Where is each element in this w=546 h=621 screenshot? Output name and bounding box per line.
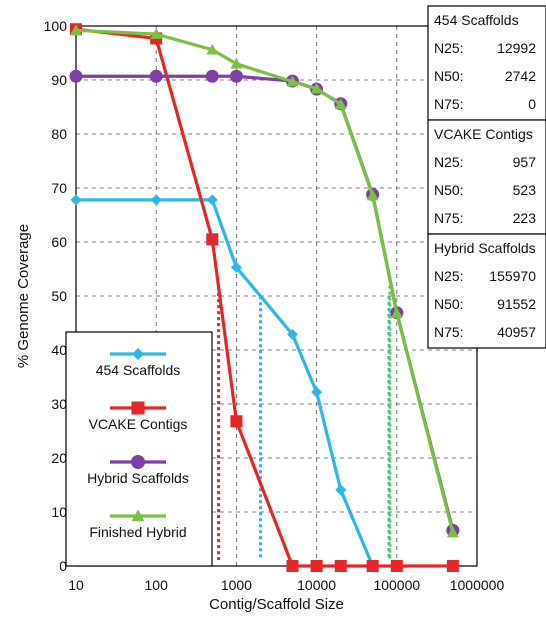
stats-row-label: N50: — [434, 68, 464, 84]
data-point-1-2 — [206, 233, 219, 246]
y-tick-label: 100 — [44, 18, 68, 34]
stats-row-label: N75: — [434, 210, 464, 226]
stats-row-value: 155970 — [489, 268, 536, 284]
y-tick-label: 20 — [51, 450, 67, 466]
legend-entry-3: Finished Hybrid — [89, 509, 187, 540]
stats-row-label: N25: — [434, 40, 464, 56]
y-tick-label: 70 — [51, 180, 67, 196]
series-line-0 — [76, 198, 375, 567]
legend: 454 Scaffolds VCAKE Contigs Hybrid Scaffol… — [65, 331, 213, 567]
data-point-2-3 — [229, 69, 243, 83]
data-point-3-1 — [150, 28, 163, 39]
stats-row-value: 2742 — [505, 68, 536, 84]
stats-row-label: N25: — [434, 154, 464, 170]
stats-panel-box — [427, 233, 546, 349]
series-layer — [69, 23, 460, 572]
stats-panel-title: 454 Scaffolds — [434, 12, 519, 28]
stats-row-value: 12992 — [497, 40, 536, 56]
data-point-3-6 — [334, 98, 347, 110]
stats-row-label: N25: — [434, 268, 464, 284]
data-point-0-0 — [70, 194, 82, 206]
reference-lines — [217, 279, 392, 560]
data-point-2-1 — [149, 69, 163, 83]
legend-label: Finished Hybrid — [89, 524, 186, 540]
x-tick-label: 100 — [145, 577, 169, 593]
stats-row-label: N75: — [434, 324, 464, 340]
y-axis-title: % Genome Coverage — [15, 224, 32, 368]
stats-row-value: 91552 — [497, 296, 536, 312]
data-point-3-7 — [366, 189, 379, 201]
y-tick-label: 40 — [51, 342, 67, 358]
data-point-2-0 — [69, 69, 83, 83]
stats-panel-title: Hybrid Scaffolds — [434, 240, 536, 256]
data-point-3-3 — [230, 57, 243, 69]
y-tick-label: 50 — [51, 288, 67, 304]
data-point-3-5 — [310, 82, 323, 94]
data-point-2-2 — [205, 69, 219, 83]
legend-marker — [131, 401, 145, 415]
stats-panel-2: Hybrid Scaffolds N25: 155970 N50: 91552 N75: 4… — [427, 233, 546, 349]
data-point-3-2 — [206, 43, 219, 55]
data-point-0-3 — [230, 261, 242, 273]
stats-row-label: N50: — [434, 296, 464, 312]
legend-label: Hybrid Scaffolds — [87, 470, 189, 486]
data-point-0-2 — [206, 194, 218, 206]
legend-label: 454 Scaffolds — [96, 362, 181, 378]
stats-row-value: 0 — [528, 96, 536, 112]
series-3 — [70, 24, 459, 538]
stats-panel-box — [427, 119, 546, 235]
x-tick-label: 10 — [68, 577, 84, 593]
legend-entry-0: 454 Scaffolds — [96, 348, 181, 378]
data-point-0-5 — [311, 386, 323, 398]
legend-label: VCAKE Contigs — [89, 416, 188, 432]
legend-box — [65, 331, 213, 567]
data-point-0-1 — [150, 194, 162, 206]
stats-row-label: N50: — [434, 182, 464, 198]
x-tick-label: 1000000 — [450, 577, 505, 593]
x-tick-label: 10000 — [297, 577, 336, 593]
legend-marker — [132, 348, 144, 360]
data-point-1-9 — [446, 560, 459, 572]
data-point-1-3 — [230, 415, 243, 428]
legend-entry-1: VCAKE Contigs — [89, 401, 188, 432]
y-tick-label: 60 — [51, 234, 67, 250]
data-point-0-4 — [286, 328, 298, 340]
y-tick-label: 80 — [51, 126, 67, 142]
data-point-3-9 — [446, 526, 459, 538]
data-point-0-6 — [335, 484, 347, 496]
stats-row-label: N75: — [434, 96, 464, 112]
data-point-1-6 — [334, 560, 347, 572]
y-tick-label: 30 — [51, 396, 67, 412]
data-point-1-8 — [390, 560, 403, 572]
x-axis-title: Contig/Scaffold Size — [209, 596, 344, 613]
stats-panel-box — [427, 5, 546, 121]
data-point-3-4 — [286, 75, 299, 87]
data-point-1-7 — [366, 560, 379, 572]
n-statistics-panels: 454 Scaffolds N25: 12992 N50: 2742 N75: 0 VCAKE… — [427, 5, 546, 349]
x-tick-label: 1000 — [221, 577, 252, 593]
y-tick-label: 90 — [51, 72, 67, 88]
y-tick-label: 0 — [59, 558, 67, 574]
stats-row-value: 40957 — [497, 324, 536, 340]
x-tick-label: 100000 — [373, 577, 420, 593]
stats-row-value: 957 — [513, 154, 537, 170]
stats-row-value: 223 — [513, 210, 537, 226]
series-line-3 — [75, 28, 455, 533]
stats-panel-1: VCAKE Contigs N25: 957 N50: 523 N75: 223 — [427, 119, 546, 235]
y-tick-label: 10 — [51, 504, 67, 520]
legend-marker — [131, 455, 145, 469]
stats-row-value: 523 — [513, 182, 537, 198]
data-point-3-0 — [70, 24, 82, 36]
data-point-1-4 — [286, 560, 299, 572]
data-point-3-8 — [390, 307, 403, 319]
stats-panel-title: VCAKE Contigs — [434, 126, 533, 142]
data-point-1-5 — [310, 560, 323, 572]
legend-marker — [131, 509, 145, 522]
series-line-1 — [75, 27, 453, 568]
stats-panel-0: 454 Scaffolds N25: 12992 N50: 2742 N75: 0 — [427, 5, 546, 121]
legend-entry-2: Hybrid Scaffolds — [87, 455, 189, 486]
